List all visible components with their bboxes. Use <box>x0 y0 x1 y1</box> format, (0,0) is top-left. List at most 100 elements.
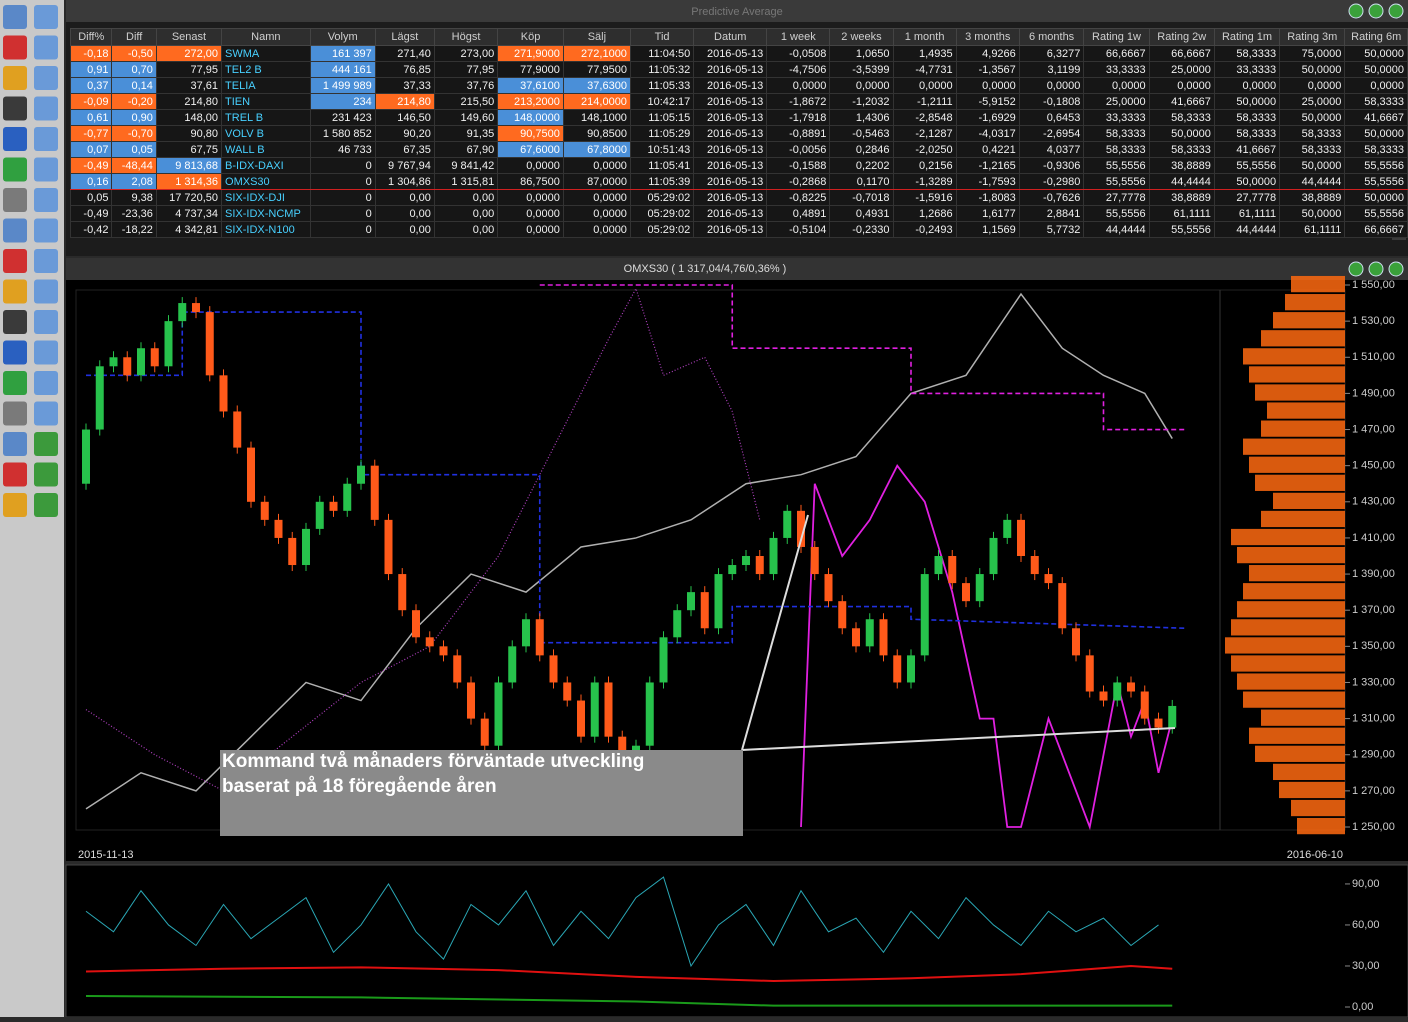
column-header[interactable]: Sälj <box>562 28 631 46</box>
table-cell: -1,3567 <box>955 61 1020 78</box>
table-cell: 2016-05-13 <box>693 45 768 62</box>
table-row[interactable]: -0,49 -23,36 4 737,34 SIX-IDX-NCMP 0 0,00 0,00… <box>69 205 1408 222</box>
table-row[interactable]: 0,07 0,05 67,75 WALL B 46 733 67,35 67,90 67,60… <box>69 141 1408 158</box>
column-header[interactable]: Högst <box>433 28 499 46</box>
tool-icon[interactable] <box>34 432 58 456</box>
tool-icon[interactable] <box>3 462 27 487</box>
table-row[interactable]: 0,05 9,38 17 720,50 SIX-IDX-DJI 0 0,00 0,00 0,0… <box>69 189 1408 206</box>
tool-icon[interactable] <box>34 279 58 304</box>
table-cell: -0,9306 <box>1018 157 1085 174</box>
tool-icon[interactable] <box>34 493 58 517</box>
window-button[interactable] <box>1388 3 1404 19</box>
tool-icon[interactable] <box>3 5 27 29</box>
tool-icon[interactable] <box>34 218 58 243</box>
candle <box>150 348 159 367</box>
tool-icon[interactable] <box>34 127 58 151</box>
table-cell: 2016-05-13 <box>693 77 768 94</box>
column-header[interactable]: Diff <box>111 28 157 46</box>
column-header[interactable]: Namn <box>221 28 311 46</box>
y-tick-label: 1 450,00 <box>1352 460 1395 472</box>
tool-icon[interactable] <box>3 493 27 517</box>
table-row[interactable]: -0,49 -48,44 9 813,68 B-IDX-DAXI 0 9 767,94 9 … <box>69 157 1408 174</box>
column-header[interactable]: Rating 3m <box>1279 28 1346 46</box>
table-cell: 90,80 <box>155 125 223 142</box>
tool-icon[interactable] <box>34 188 58 212</box>
tool-icon[interactable] <box>34 401 58 426</box>
table-cell: 05:29:02 <box>629 189 695 206</box>
column-header[interactable]: Rating 1m <box>1213 28 1281 46</box>
tool-icon[interactable] <box>34 310 58 334</box>
column-header[interactable]: Senast <box>155 28 223 46</box>
tool-icon[interactable] <box>3 188 27 212</box>
tool-icon[interactable] <box>34 96 58 121</box>
tool-icon[interactable] <box>3 66 27 90</box>
column-header[interactable]: Tid <box>629 28 695 46</box>
y-tick-label: 1 350,00 <box>1352 640 1395 652</box>
table-cell: 33,3333 <box>1083 109 1150 126</box>
column-header[interactable]: 6 months <box>1018 28 1085 46</box>
column-header[interactable]: Volym <box>309 28 376 46</box>
volume-bar <box>1231 619 1345 636</box>
table-row[interactable]: -0,18 -0,50 272,00 SWMA 161 397 271,40 273,00 2… <box>69 45 1408 62</box>
table-cell: 67,8000 <box>562 141 631 158</box>
table-cell: 11:05:39 <box>629 173 695 190</box>
column-header[interactable]: 2 weeks <box>829 28 894 46</box>
table-row[interactable]: -0,42 -18,22 4 342,81 SIX-IDX-N100 0 0,00 0,00… <box>69 221 1408 238</box>
table-cell: 58,3333 <box>1213 125 1281 142</box>
column-header[interactable]: Diff% <box>69 28 113 46</box>
table-cell: 87,0000 <box>562 173 631 190</box>
window-button[interactable] <box>1348 3 1364 19</box>
window-button[interactable] <box>1368 261 1384 277</box>
table-cell: 37,76 <box>433 77 499 94</box>
tool-icon[interactable] <box>3 96 27 121</box>
tool-icon[interactable] <box>3 310 27 334</box>
column-header[interactable]: Rating 2w <box>1148 28 1215 46</box>
candle <box>109 357 118 367</box>
tool-icon[interactable] <box>34 249 58 273</box>
window-button[interactable] <box>1388 261 1404 277</box>
candle <box>164 321 173 367</box>
tool-icon[interactable] <box>34 35 58 60</box>
window-button[interactable] <box>1368 3 1384 19</box>
candle <box>769 537 778 575</box>
table-cell: 6,3277 <box>1018 45 1085 62</box>
column-header[interactable]: Datum <box>693 28 768 46</box>
table-cell: 148,00 <box>155 109 223 126</box>
projection-line <box>741 514 809 751</box>
column-header[interactable]: Rating 1w <box>1083 28 1150 46</box>
tool-icon[interactable] <box>34 157 58 182</box>
table-cell: 9 813,68 <box>155 157 223 174</box>
tool-icon[interactable] <box>3 371 27 395</box>
table-row[interactable]: 0,37 0,14 37,61 TELIA 1 499 989 37,33 37,76 37,… <box>69 77 1408 94</box>
tool-icon[interactable] <box>3 218 27 243</box>
table-cell: 44,4444 <box>1083 221 1150 238</box>
tool-icon[interactable] <box>34 371 58 395</box>
column-header[interactable]: 1 week <box>766 28 831 46</box>
table-row[interactable]: 0,16 2,08 1 314,36 OMXS30 0 1 304,86 1 315,81 8… <box>69 173 1408 190</box>
tool-icon[interactable] <box>3 157 27 182</box>
window-button[interactable] <box>1348 261 1364 277</box>
tool-icon[interactable] <box>3 432 27 456</box>
table-row[interactable]: 0,91 0,70 77,95 TEL2 B 444 161 76,85 77,95 77,9… <box>69 61 1408 78</box>
tool-icon[interactable] <box>34 462 58 487</box>
tool-icon[interactable] <box>3 340 27 365</box>
tool-icon[interactable] <box>3 401 27 426</box>
tool-icon[interactable] <box>3 35 27 60</box>
tool-icon[interactable] <box>3 127 27 151</box>
column-header[interactable]: Lägst <box>374 28 435 46</box>
tool-icon[interactable] <box>3 279 27 304</box>
column-header[interactable]: 1 month <box>892 28 957 46</box>
volume-bar <box>1291 799 1345 817</box>
column-header[interactable]: Rating 6m <box>1344 28 1408 46</box>
column-header[interactable]: 3 months <box>955 28 1020 46</box>
tool-icon[interactable] <box>34 340 58 365</box>
table-row[interactable]: 0,61 0,90 148,00 TREL B 231 423 146,50 149,60 1… <box>69 109 1408 126</box>
tool-icon[interactable] <box>34 5 58 29</box>
table-row[interactable]: -0,09 -0,20 214,80 TIEN 234 214,80 215,50 213,2… <box>69 93 1408 110</box>
candle <box>783 510 792 538</box>
tool-icon[interactable] <box>34 66 58 90</box>
tool-icon[interactable] <box>3 249 27 273</box>
table-cell: 55,5556 <box>1083 173 1150 190</box>
column-header[interactable]: Köp <box>497 28 564 46</box>
